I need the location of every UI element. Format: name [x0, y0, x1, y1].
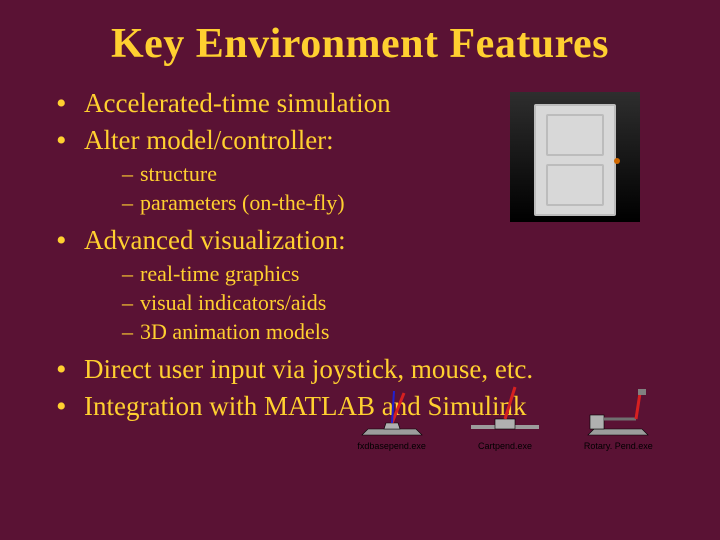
- model-rotarypend: Rotary. Pend.exe: [567, 387, 670, 451]
- slide: Key Environment Features Accelerated-tim…: [0, 0, 720, 540]
- sub-item: 3D animation models: [84, 318, 670, 347]
- pendulum-cart-icon: [465, 381, 545, 433]
- sub-item: real-time graphics: [84, 260, 670, 289]
- sub-list: real-time graphics visual indicators/aid…: [84, 260, 670, 346]
- model-fxdbasepend: fxdbasepend.exe: [340, 387, 443, 451]
- model-label: Cartpend.exe: [478, 441, 532, 451]
- sub-list: structure parameters (on-the-fly): [84, 160, 670, 217]
- sub-item: structure: [84, 160, 670, 189]
- bullet-item: Advanced visualization: real-time graphi…: [50, 223, 670, 346]
- slide-title: Key Environment Features: [50, 20, 670, 68]
- bullet-text: Advanced visualization:: [84, 225, 346, 255]
- pendulum-fixed-icon: [352, 387, 432, 439]
- bullet-text: Accelerated-time simulation: [84, 88, 391, 118]
- bullet-item: Alter model/controller: structure parame…: [50, 123, 670, 217]
- model-icons-row: fxdbasepend.exe Cartpend.exe Rot: [340, 376, 670, 451]
- model-cartpend: Cartpend.exe: [453, 381, 556, 451]
- sub-item: parameters (on-the-fly): [84, 189, 670, 218]
- slide-content: Accelerated-time simulation Alter model/…: [50, 86, 670, 424]
- bullet-item: Accelerated-time simulation: [50, 86, 670, 121]
- sub-item: visual indicators/aids: [84, 289, 670, 318]
- pendulum-rotary-icon: [578, 387, 658, 439]
- bullet-text: Alter model/controller:: [84, 125, 334, 155]
- model-label: Rotary. Pend.exe: [584, 441, 653, 451]
- bullet-list: Accelerated-time simulation Alter model/…: [50, 86, 670, 424]
- model-label: fxdbasepend.exe: [357, 441, 426, 451]
